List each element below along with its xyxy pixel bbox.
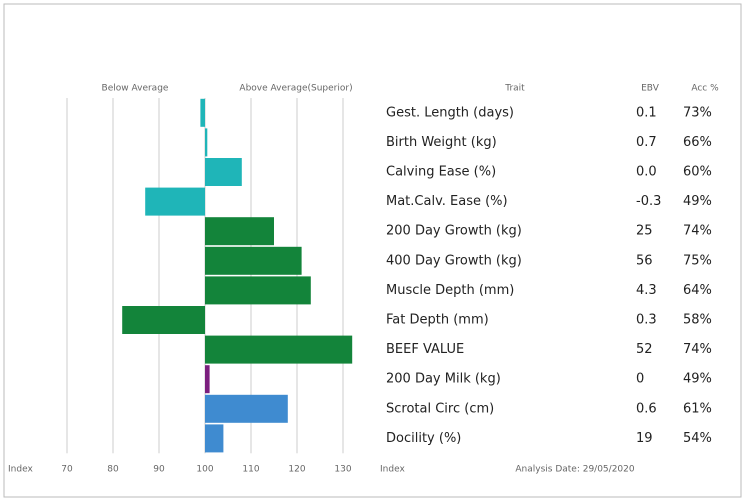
- acc-value: 49%: [683, 194, 712, 209]
- bar: [205, 246, 302, 275]
- bar: [205, 128, 208, 157]
- bar: [205, 335, 353, 364]
- ebv-value: 0.6: [636, 401, 657, 416]
- x-tick-label: 70: [61, 465, 73, 475]
- acc-value: 74%: [683, 342, 712, 357]
- ebv-value: 56: [636, 253, 653, 268]
- bar: [200, 98, 205, 127]
- bar: [122, 306, 205, 334]
- header-left: Below Average: [102, 84, 169, 94]
- x-axis-label: Index: [8, 465, 33, 475]
- ebv-value: 52: [636, 342, 653, 357]
- trait-label: Docility (%): [386, 431, 461, 446]
- ebv-value: 19: [636, 431, 653, 446]
- table-label: Index: [380, 465, 405, 475]
- ebv-value: 0.1: [636, 105, 657, 120]
- trait-label: Muscle Depth (mm): [386, 283, 514, 298]
- acc-value: 66%: [683, 135, 712, 150]
- x-tick-label: 90: [153, 465, 165, 475]
- x-tick-label: 100: [196, 465, 213, 475]
- trait-label: 400 Day Growth (kg): [386, 253, 522, 268]
- acc-value: 60%: [683, 165, 712, 180]
- bar: [205, 365, 210, 394]
- trait-label: Mat.Calv. Ease (%): [386, 194, 508, 209]
- col-acc: Acc %: [691, 84, 719, 94]
- header-right: Above Average(Superior): [239, 84, 352, 94]
- frame: [3, 3, 742, 498]
- trait-label: Calving Ease (%): [386, 165, 496, 180]
- bar: [145, 187, 205, 216]
- bar: [205, 276, 311, 305]
- bar: [205, 394, 288, 423]
- acc-value: 74%: [683, 224, 712, 239]
- trait-label: BEEF VALUE: [386, 342, 464, 357]
- acc-value: 73%: [683, 105, 712, 120]
- trait-label: Gest. Length (days): [386, 105, 514, 120]
- acc-value: 49%: [683, 372, 712, 387]
- bar: [205, 217, 274, 246]
- trait-label: 200 Day Growth (kg): [386, 224, 522, 239]
- trait-label: 200 Day Milk (kg): [386, 372, 501, 387]
- x-tick-label: 120: [288, 465, 305, 475]
- ebv-value: 4.3: [636, 283, 657, 298]
- x-tick-label: 80: [107, 465, 119, 475]
- analysis-date: Analysis Date: 29/05/2020: [515, 465, 634, 475]
- acc-value: 75%: [683, 253, 712, 268]
- bar: [205, 158, 242, 186]
- trait-label: Fat Depth (mm): [386, 313, 489, 328]
- bar: [205, 424, 224, 453]
- acc-value: 58%: [683, 313, 712, 328]
- trait-label: Scrotal Circ (cm): [386, 401, 494, 416]
- x-tick-label: 130: [334, 465, 351, 475]
- ebv-value: 0.3: [636, 313, 657, 328]
- x-tick-label: 110: [242, 465, 259, 475]
- ebv-value: -0.3: [636, 194, 661, 209]
- acc-value: 64%: [683, 283, 712, 298]
- trait-label: Birth Weight (kg): [386, 135, 497, 150]
- acc-value: 61%: [683, 401, 712, 416]
- ebv-value: 0.7: [636, 135, 657, 150]
- ebv-value: 0: [636, 372, 644, 387]
- col-trait: Trait: [504, 84, 525, 94]
- col-ebv: EBV: [641, 84, 660, 94]
- acc-value: 54%: [683, 431, 712, 446]
- ebv-value: 25: [636, 224, 653, 239]
- ebv-value: 0.0: [636, 165, 657, 180]
